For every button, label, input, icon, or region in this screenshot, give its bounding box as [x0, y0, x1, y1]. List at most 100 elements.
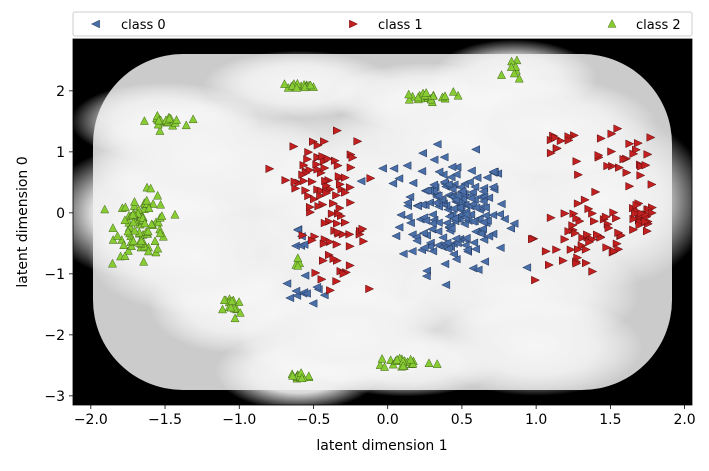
- data-point: [282, 279, 292, 288]
- data-point: [484, 232, 494, 241]
- series-class-2: [100, 55, 524, 383]
- data-point: [602, 243, 612, 252]
- data-point: [320, 137, 330, 146]
- data-point: [476, 229, 486, 238]
- data-point: [290, 177, 300, 186]
- data-point: [438, 233, 448, 242]
- data-point: [451, 234, 461, 243]
- data-point: [585, 237, 595, 247]
- data-point: [235, 307, 245, 317]
- data-point: [316, 191, 326, 201]
- data-point: [143, 246, 153, 256]
- data-point: [461, 210, 471, 219]
- data-point: [306, 208, 316, 217]
- data-point: [497, 70, 506, 79]
- x-tick-label: 1.5: [599, 412, 621, 428]
- data-point: [265, 164, 275, 174]
- data-point: [406, 354, 416, 364]
- density-map: [73, 39, 692, 405]
- data-point: [499, 214, 509, 224]
- x-tick-label: −1.5: [148, 412, 182, 428]
- data-point: [464, 177, 474, 187]
- data-point: [392, 354, 402, 364]
- data-point: [396, 210, 406, 220]
- data-point: [495, 210, 504, 219]
- data-point: [304, 147, 314, 157]
- legend-label-class-0: class 0: [121, 18, 166, 33]
- data-point: [119, 240, 129, 249]
- data-point: [482, 216, 492, 225]
- data-point: [428, 91, 438, 100]
- data-point: [403, 212, 413, 222]
- data-point: [317, 275, 327, 284]
- data-point: [144, 203, 154, 212]
- data-point: [448, 204, 458, 213]
- data-point: [478, 218, 488, 227]
- data-point: [484, 193, 494, 203]
- data-point: [466, 210, 476, 219]
- data-point: [312, 282, 322, 292]
- data-point: [447, 162, 457, 172]
- data-point: [429, 180, 439, 190]
- data-point: [150, 236, 160, 245]
- data-point: [417, 200, 427, 209]
- data-point: [333, 219, 342, 228]
- data-point: [421, 271, 431, 281]
- data-point: [318, 152, 328, 161]
- x-tick-label: −0.5: [296, 412, 330, 428]
- data-point: [478, 187, 488, 196]
- data-point: [453, 191, 463, 200]
- data-point: [642, 226, 652, 236]
- data-point: [509, 68, 519, 78]
- legend-marker-class-0: [90, 19, 100, 29]
- data-point: [307, 235, 317, 245]
- density-blob: [236, 286, 451, 384]
- data-point: [408, 178, 418, 188]
- data-point: [622, 168, 632, 177]
- data-point: [466, 194, 476, 203]
- data-point: [155, 126, 165, 135]
- data-point: [157, 211, 167, 220]
- plot-area: [72, 38, 693, 406]
- data-point: [578, 233, 588, 243]
- data-point: [123, 246, 133, 255]
- data-point: [496, 199, 506, 209]
- data-point: [607, 129, 617, 139]
- data-point: [427, 219, 437, 228]
- data-point: [329, 199, 339, 208]
- data-point: [428, 186, 438, 196]
- data-point: [408, 358, 418, 368]
- data-point: [637, 162, 647, 171]
- data-point: [433, 227, 443, 236]
- data-point: [380, 362, 390, 371]
- data-point: [451, 170, 461, 179]
- legend-box: [72, 11, 693, 37]
- data-point: [356, 176, 366, 186]
- data-point: [440, 91, 450, 100]
- series-class-1: [265, 124, 658, 295]
- data-point: [604, 223, 614, 233]
- data-point: [572, 214, 582, 223]
- data-point: [287, 81, 297, 90]
- data-point: [219, 295, 229, 305]
- data-point: [407, 247, 417, 256]
- data-point: [108, 258, 117, 268]
- data-point: [319, 239, 329, 248]
- data-point: [129, 201, 139, 210]
- data-point: [313, 141, 323, 150]
- data-point: [293, 253, 303, 262]
- x-tick-label: 0.5: [451, 412, 473, 428]
- data-point: [391, 231, 401, 241]
- y-tick-label: 1: [56, 145, 65, 161]
- data-point: [398, 249, 408, 259]
- data-point: [572, 259, 582, 268]
- data-point: [394, 174, 404, 183]
- data-point: [308, 177, 317, 186]
- data-point: [421, 87, 431, 97]
- series-class-0: [282, 140, 532, 308]
- data-point: [305, 202, 315, 212]
- data-point: [181, 120, 191, 130]
- data-point: [322, 188, 332, 198]
- data-point: [365, 284, 375, 294]
- data-point: [301, 289, 311, 298]
